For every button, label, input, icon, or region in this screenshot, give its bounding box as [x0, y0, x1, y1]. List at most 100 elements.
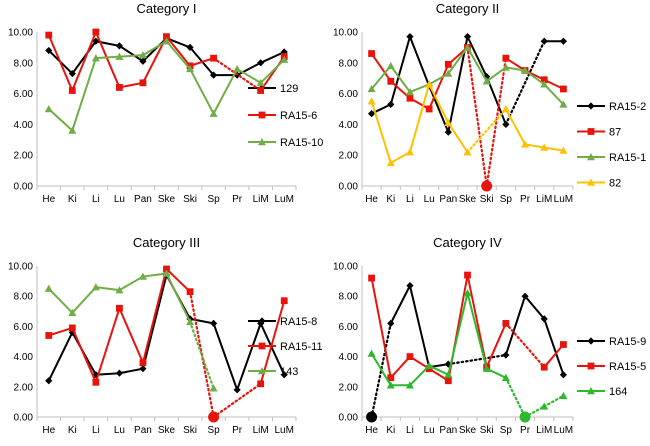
series-RA15-5: RA15-5: [368, 271, 646, 385]
data-point: [560, 85, 567, 93]
series-dotted-segment: [504, 322, 546, 369]
data-point: [256, 78, 265, 87]
chart-panel-2: Category II 0.00 2.00 4.00 6.00 8.00 10.00 He Ki…: [333, 1, 646, 205]
data-point: [444, 370, 453, 378]
data-point: [68, 308, 77, 317]
data-point: [386, 61, 395, 70]
series-dotted-segment: [485, 57, 507, 188]
x-tick-label: Ski: [480, 194, 494, 205]
series-line-segment: [119, 367, 144, 375]
data-point: [138, 51, 147, 59]
data-point: [91, 283, 100, 291]
x-tick-label: LuM: [554, 194, 573, 205]
data-point: [463, 33, 472, 41]
chart-panel-1: Category I 0.00 2.00 4.00 6.00 8.00 10.00 He Ki L…: [8, 1, 323, 205]
series-line-segment: [428, 63, 450, 110]
data-point: [91, 54, 100, 62]
data-point: [444, 377, 452, 385]
x-tick-label: Ske: [459, 425, 477, 436]
data-point: [209, 384, 218, 392]
series-line-segment: [118, 307, 144, 364]
data-point: [44, 105, 53, 113]
x-tick-label: Pan: [134, 425, 152, 436]
legend-label: RA15-9: [609, 336, 646, 348]
x-tick-label: Li: [92, 194, 100, 205]
series-line-segment: [466, 274, 488, 368]
x-tick-label: LuM: [275, 425, 294, 436]
y-tick-label: 4.00: [339, 120, 359, 131]
data-point: [44, 284, 53, 292]
series-line-segment: [390, 355, 411, 379]
x-tick-label: Ski: [480, 425, 494, 436]
data-point: [209, 109, 218, 117]
x-tick-label: Ske: [158, 194, 176, 205]
data-point: [209, 319, 218, 327]
y-tick-label: 2.00: [14, 151, 34, 162]
y-tick-label: 10.00: [8, 28, 33, 39]
data-point: [540, 315, 548, 323]
series-line-segment: [165, 40, 191, 70]
series-line-segment: [370, 277, 392, 378]
legend-marker: [587, 337, 595, 345]
data-point: [463, 43, 472, 51]
data-point: [444, 69, 453, 77]
series-line-segment: [543, 318, 565, 376]
data-point: [540, 76, 548, 84]
series-line-segment: [466, 292, 488, 369]
series-line-segment: [447, 122, 469, 153]
data-point: [406, 94, 414, 102]
data-point: [115, 369, 124, 377]
series-RA15-10: RA15-10: [44, 37, 323, 149]
series-line-segment: [409, 364, 430, 386]
data-point: [45, 377, 53, 385]
legend-marker: [587, 153, 595, 161]
series-line-segment: [71, 40, 97, 75]
series-line-segment: [95, 286, 120, 292]
data-point: [257, 87, 265, 94]
legend-marker: [587, 178, 595, 186]
data-point: [444, 128, 452, 136]
data-point: [68, 87, 76, 94]
highlight-point: [481, 180, 493, 192]
legend-marker: [258, 111, 266, 119]
x-tick-label: Pr: [520, 425, 531, 436]
series-line-segment: [370, 353, 392, 386]
legend-label: RA15-10: [280, 137, 323, 149]
series-line-segment: [370, 101, 392, 164]
x-tick-label: Ki: [68, 194, 77, 205]
x-tick-label: Ki: [386, 194, 395, 205]
data-point: [115, 286, 124, 294]
legend-label: RA15-8: [280, 316, 317, 328]
x-tick-label: LiM: [253, 425, 269, 436]
data-point: [367, 110, 376, 118]
data-point: [368, 50, 375, 57]
x-tick-label: He: [365, 425, 378, 436]
series-line-segment: [142, 272, 167, 278]
y-tick-label: 6.00: [339, 89, 359, 100]
data-point: [139, 359, 147, 367]
series-RA15-9: RA15-9: [366, 282, 646, 423]
y-tick-label: 10.00: [333, 262, 358, 273]
series-dotted-segment: [188, 290, 215, 419]
series-dotted-segment: [466, 46, 488, 188]
y-tick-label: 0.00: [14, 182, 34, 193]
series-line-segment: [48, 287, 74, 314]
data-point: [444, 118, 453, 127]
data-point: [257, 380, 265, 388]
series-line-segment: [236, 61, 262, 77]
series-line-segment: [259, 322, 286, 376]
data-point: [386, 158, 395, 167]
chart-title: Category IV: [433, 235, 502, 250]
data-point: [139, 57, 147, 65]
legend-label: RA15-1: [609, 152, 646, 164]
series-line-segment: [408, 84, 431, 153]
series-82: 82: [367, 80, 621, 190]
series-line-segment: [370, 52, 392, 82]
data-point: [45, 332, 53, 339]
series-line-segment: [524, 143, 545, 149]
data-point: [425, 361, 434, 369]
series-line-segment: [166, 37, 191, 49]
series-line-segment: [504, 108, 526, 145]
data-point: [68, 324, 76, 332]
series-line-segment: [118, 45, 144, 63]
